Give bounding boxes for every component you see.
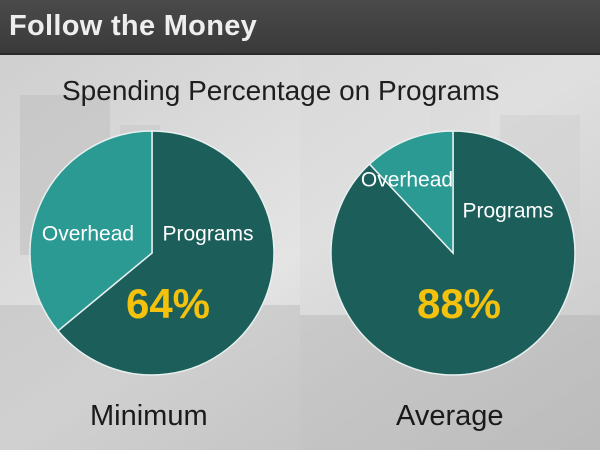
pie-slice-overhead-1 bbox=[368, 130, 454, 255]
pie-slice-programs-0 bbox=[56, 130, 275, 376]
pie-label-overhead-0: Overhead bbox=[42, 223, 134, 246]
pie-label-programs-0: Programs bbox=[162, 223, 253, 246]
pie-slice-overhead-0 bbox=[29, 130, 153, 332]
slide-title: Spending Percentage on Programs bbox=[62, 75, 500, 106]
pie-percentage-1: 88% bbox=[417, 280, 501, 327]
header-bar: Follow the Money bbox=[0, 0, 600, 55]
pie-percentage-0: 64% bbox=[126, 280, 210, 327]
pie-caption-minimum: Minimum bbox=[90, 400, 208, 432]
pie-caption-average: Average bbox=[396, 400, 504, 432]
header-title: Follow the Money bbox=[9, 10, 258, 42]
pie-label-overhead-1: Overhead bbox=[361, 169, 453, 192]
pie-label-programs-1: Programs bbox=[462, 200, 553, 223]
